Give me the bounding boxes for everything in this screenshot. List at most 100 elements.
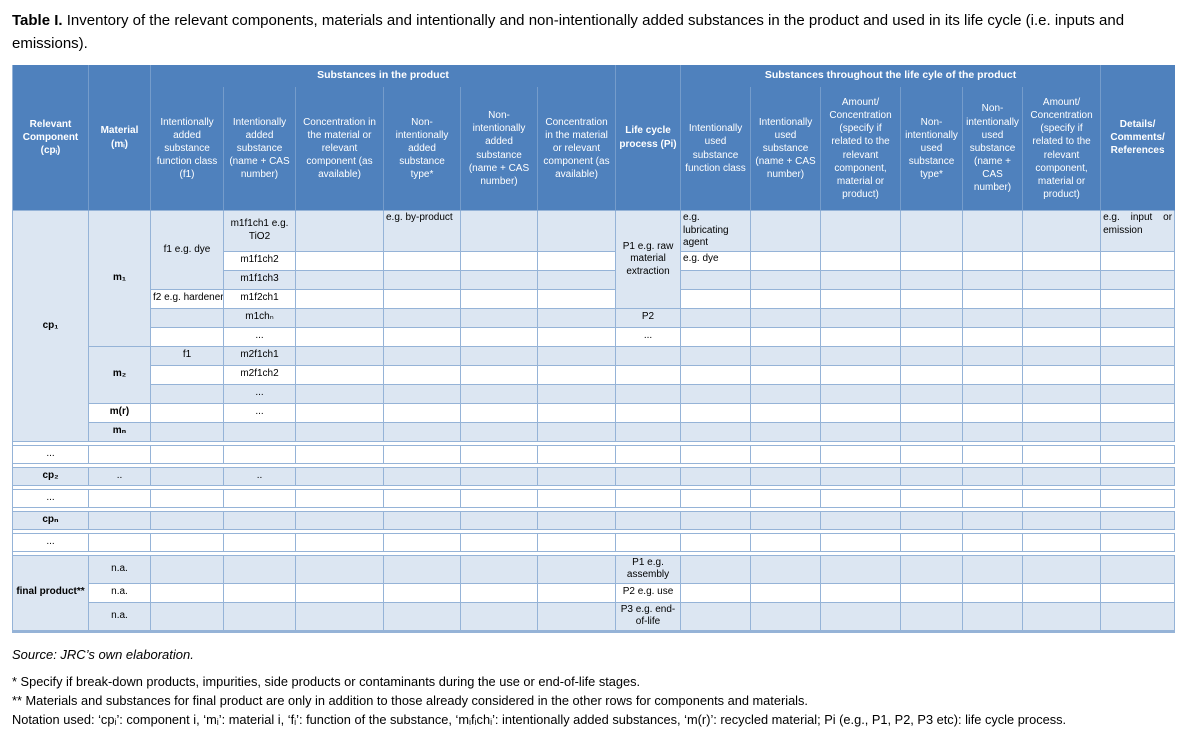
table-cell: [1023, 289, 1102, 309]
table-cell: [901, 466, 964, 486]
col-concentration-in-material-2: Concentration in the material or relevan…: [538, 87, 617, 211]
cell-cp1: cp₁: [13, 211, 89, 442]
table-cell: [751, 251, 822, 271]
section-gap-row: [13, 485, 1176, 489]
table-row: ......: [13, 327, 1176, 347]
table-cell: [681, 444, 752, 464]
table-cell: [1101, 466, 1176, 486]
table-cell: [1101, 488, 1176, 508]
table-cell: [616, 422, 682, 442]
cell-m2f1ch2: m2f1ch2: [224, 365, 296, 385]
inventory-table: Relevant Component (cpᵢ) Material (mᵢ) Sub…: [12, 65, 1176, 633]
table-cell: [1101, 583, 1176, 603]
section-gap: [13, 441, 1176, 445]
table-cell: [1023, 488, 1102, 508]
table-cell: [963, 403, 1024, 423]
table-cell: [821, 308, 902, 328]
table-cell: [901, 554, 964, 584]
table-cell: [384, 270, 461, 290]
table-cell: [151, 532, 224, 552]
table-cell: [151, 466, 224, 486]
table-cell: [296, 532, 384, 552]
table-cell: [1101, 365, 1176, 385]
col-intentionally-added-substance: Intentionally added substance (name + CA…: [224, 87, 296, 211]
table-cell: [224, 532, 296, 552]
table-cell: [821, 289, 902, 309]
table-cell: [751, 403, 822, 423]
table-row: m1f1ch2 e.g. dye: [13, 251, 1176, 271]
table-cell: [616, 444, 682, 464]
table-cell: [1101, 270, 1176, 290]
table-cell: [461, 384, 538, 404]
table-cell: [963, 444, 1024, 464]
cell-f2-hardener: f2 e.g. hardener: [151, 289, 224, 309]
cell-mn: mₙ: [89, 422, 151, 442]
table-cell: [681, 554, 752, 584]
table-cell: [538, 289, 617, 309]
table-row: m1f1ch3: [13, 270, 1176, 290]
table-cell: [901, 384, 964, 404]
table-cell: [151, 308, 224, 328]
table-cell: [751, 532, 822, 552]
table-cell: [538, 327, 617, 347]
cell-m1f1ch2: m1f1ch2: [224, 251, 296, 271]
col-life-cycle-process: Life cycle process (Pi): [616, 65, 682, 211]
table-cell: [151, 488, 224, 508]
cell-input-or-emission-example: e.g. input or emission: [1101, 211, 1176, 252]
table-cell: [1101, 510, 1176, 530]
cell-final-product: final product**: [13, 554, 89, 631]
section-gap-row: [13, 507, 1176, 511]
table-cell: [901, 403, 964, 423]
table-row: cpₙ: [13, 510, 1176, 530]
table-cell: [224, 554, 296, 584]
table-cell: [616, 466, 682, 486]
table-cell: [538, 422, 617, 442]
table-cell: [1023, 346, 1102, 366]
table-cell: [751, 554, 822, 584]
table-cell: [681, 270, 752, 290]
table-cell: [751, 365, 822, 385]
table-row: mₙ: [13, 422, 1176, 442]
table-cell: [384, 251, 461, 271]
table-cell: [461, 444, 538, 464]
table-cell: [751, 308, 822, 328]
table-cell: [901, 422, 964, 442]
table-row: f2 e.g. hardener m1f2ch1: [13, 289, 1176, 309]
table-cell: [461, 510, 538, 530]
group-substances-in-product: Substances in the product: [151, 65, 617, 87]
table-cell: [1023, 532, 1102, 552]
table-cell: [296, 365, 384, 385]
cell-p1-assembly: P1 e.g. assembly: [616, 554, 682, 584]
col-material: Material (mᵢ): [89, 65, 151, 211]
cell-ellipsis: ...: [13, 444, 89, 464]
table-cell: [963, 466, 1024, 486]
table-cell: [751, 346, 822, 366]
table-cell: [224, 583, 296, 603]
table-row: n.a. P2 e.g. use: [13, 583, 1176, 603]
table-cell: [963, 211, 1024, 252]
table-cell: [461, 554, 538, 584]
table-body: cp₁ m₁ f1 e.g. dye m1f1ch1 e.g. TiO2 e.g. by…: [13, 211, 1176, 631]
table-cell: [1101, 532, 1176, 552]
table-cell: [1101, 308, 1176, 328]
table-cell: [901, 532, 964, 552]
cell-cp2: cp₂: [13, 466, 89, 486]
table-cell: [1023, 403, 1102, 423]
table-cell: [384, 422, 461, 442]
table-cell: [151, 403, 224, 423]
table-cell: [224, 444, 296, 464]
table-cell: [296, 308, 384, 328]
header-columns-row: Intentionally added substance function c…: [13, 87, 1175, 211]
table-cell: [751, 211, 822, 252]
table-cell: [751, 488, 822, 508]
table-cell: [821, 270, 902, 290]
table-cell: [1101, 444, 1176, 464]
table-cell: [821, 554, 902, 584]
table-cell: [538, 444, 617, 464]
table-cell: [681, 289, 752, 309]
footnotes: * Specify if break-down products, impuri…: [12, 672, 1174, 730]
table-cell: [1101, 403, 1176, 423]
table-cell: [1023, 384, 1102, 404]
table-cell: [151, 510, 224, 530]
table-cell: [1023, 365, 1102, 385]
